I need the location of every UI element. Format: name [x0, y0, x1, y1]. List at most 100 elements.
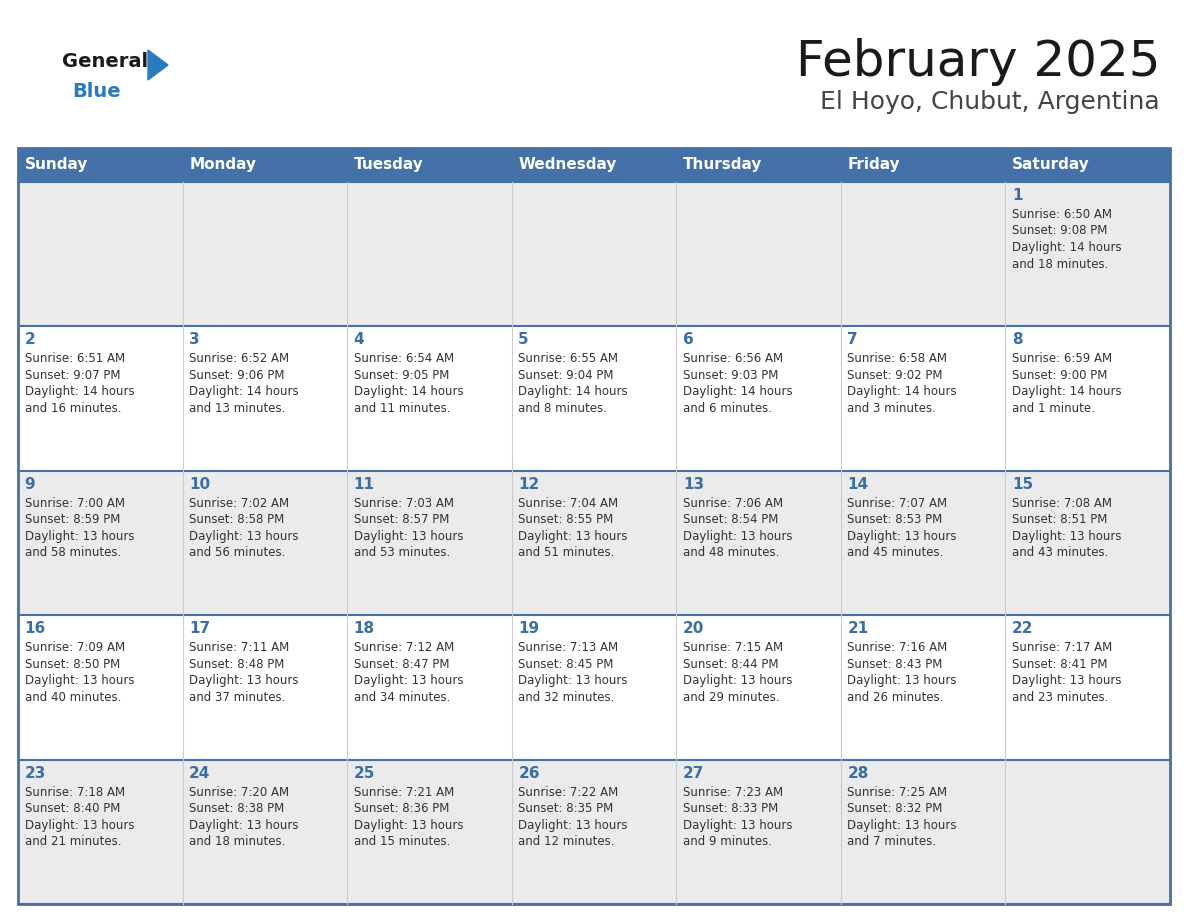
- Text: Daylight: 13 hours: Daylight: 13 hours: [847, 819, 958, 832]
- Text: 1: 1: [1012, 188, 1023, 203]
- Text: and 56 minutes.: and 56 minutes.: [189, 546, 285, 559]
- Text: Sunset: 8:33 PM: Sunset: 8:33 PM: [683, 802, 778, 815]
- Text: Sunset: 8:58 PM: Sunset: 8:58 PM: [189, 513, 284, 526]
- Text: Sunset: 8:53 PM: Sunset: 8:53 PM: [847, 513, 943, 526]
- Text: Sunrise: 7:22 AM: Sunrise: 7:22 AM: [518, 786, 619, 799]
- Bar: [18, 327, 1170, 471]
- Text: Daylight: 13 hours: Daylight: 13 hours: [354, 674, 463, 688]
- Text: and 13 minutes.: and 13 minutes.: [189, 402, 285, 415]
- Text: and 26 minutes.: and 26 minutes.: [847, 690, 944, 704]
- Text: Daylight: 14 hours: Daylight: 14 hours: [1012, 386, 1121, 398]
- Text: 8: 8: [1012, 332, 1023, 347]
- Text: Sunset: 9:00 PM: Sunset: 9:00 PM: [1012, 369, 1107, 382]
- Text: Daylight: 14 hours: Daylight: 14 hours: [25, 386, 134, 398]
- Text: and 18 minutes.: and 18 minutes.: [1012, 258, 1108, 271]
- Text: 15: 15: [1012, 476, 1034, 492]
- Bar: [18, 182, 1170, 327]
- Text: and 21 minutes.: and 21 minutes.: [25, 835, 121, 848]
- Text: 4: 4: [354, 332, 365, 347]
- Text: Sunset: 8:38 PM: Sunset: 8:38 PM: [189, 802, 284, 815]
- Text: 2: 2: [25, 332, 36, 347]
- Polygon shape: [148, 50, 168, 80]
- Text: Daylight: 13 hours: Daylight: 13 hours: [518, 530, 627, 543]
- Text: Daylight: 13 hours: Daylight: 13 hours: [683, 530, 792, 543]
- Text: and 12 minutes.: and 12 minutes.: [518, 835, 615, 848]
- Text: and 1 minute.: and 1 minute.: [1012, 402, 1095, 415]
- Text: General: General: [62, 52, 148, 71]
- Text: Daylight: 14 hours: Daylight: 14 hours: [1012, 241, 1121, 254]
- Text: 3: 3: [189, 332, 200, 347]
- Text: Sunset: 9:07 PM: Sunset: 9:07 PM: [25, 369, 120, 382]
- Text: and 9 minutes.: and 9 minutes.: [683, 835, 772, 848]
- Text: 14: 14: [847, 476, 868, 492]
- Text: Sunset: 8:47 PM: Sunset: 8:47 PM: [354, 657, 449, 671]
- Text: Sunset: 9:02 PM: Sunset: 9:02 PM: [847, 369, 943, 382]
- Text: Sunset: 8:32 PM: Sunset: 8:32 PM: [847, 802, 943, 815]
- Text: 19: 19: [518, 621, 539, 636]
- Bar: [18, 615, 1170, 759]
- Text: Sunday: Sunday: [25, 158, 88, 173]
- Text: Sunrise: 7:04 AM: Sunrise: 7:04 AM: [518, 497, 619, 509]
- Text: 27: 27: [683, 766, 704, 780]
- Text: and 16 minutes.: and 16 minutes.: [25, 402, 121, 415]
- Text: Sunrise: 7:18 AM: Sunrise: 7:18 AM: [25, 786, 125, 799]
- Text: Daylight: 13 hours: Daylight: 13 hours: [1012, 674, 1121, 688]
- Text: and 58 minutes.: and 58 minutes.: [25, 546, 121, 559]
- Text: Thursday: Thursday: [683, 158, 763, 173]
- Text: Daylight: 14 hours: Daylight: 14 hours: [354, 386, 463, 398]
- Text: Sunset: 8:40 PM: Sunset: 8:40 PM: [25, 802, 120, 815]
- Text: Sunrise: 7:25 AM: Sunrise: 7:25 AM: [847, 786, 948, 799]
- Text: 24: 24: [189, 766, 210, 780]
- Text: Sunset: 8:51 PM: Sunset: 8:51 PM: [1012, 513, 1107, 526]
- Text: 9: 9: [25, 476, 36, 492]
- Text: Sunrise: 7:17 AM: Sunrise: 7:17 AM: [1012, 641, 1112, 655]
- Text: and 32 minutes.: and 32 minutes.: [518, 690, 614, 704]
- Text: 25: 25: [354, 766, 375, 780]
- Text: and 8 minutes.: and 8 minutes.: [518, 402, 607, 415]
- Text: 28: 28: [847, 766, 868, 780]
- Text: Daylight: 13 hours: Daylight: 13 hours: [354, 819, 463, 832]
- Text: 17: 17: [189, 621, 210, 636]
- Text: and 45 minutes.: and 45 minutes.: [847, 546, 943, 559]
- Text: Daylight: 14 hours: Daylight: 14 hours: [847, 386, 958, 398]
- Text: 18: 18: [354, 621, 375, 636]
- Text: Sunset: 8:48 PM: Sunset: 8:48 PM: [189, 657, 285, 671]
- Text: and 48 minutes.: and 48 minutes.: [683, 546, 779, 559]
- Text: Sunrise: 6:54 AM: Sunrise: 6:54 AM: [354, 353, 454, 365]
- Text: Daylight: 14 hours: Daylight: 14 hours: [189, 386, 298, 398]
- Text: Daylight: 13 hours: Daylight: 13 hours: [1012, 530, 1121, 543]
- Text: Daylight: 13 hours: Daylight: 13 hours: [518, 819, 627, 832]
- Text: Sunrise: 7:06 AM: Sunrise: 7:06 AM: [683, 497, 783, 509]
- Text: Daylight: 13 hours: Daylight: 13 hours: [25, 819, 134, 832]
- Text: Sunrise: 7:02 AM: Sunrise: 7:02 AM: [189, 497, 290, 509]
- Text: and 15 minutes.: and 15 minutes.: [354, 835, 450, 848]
- Text: Daylight: 13 hours: Daylight: 13 hours: [847, 530, 958, 543]
- Text: Sunrise: 6:56 AM: Sunrise: 6:56 AM: [683, 353, 783, 365]
- Text: Blue: Blue: [72, 82, 121, 101]
- Text: Daylight: 13 hours: Daylight: 13 hours: [25, 530, 134, 543]
- Text: Sunset: 8:59 PM: Sunset: 8:59 PM: [25, 513, 120, 526]
- Text: Sunset: 9:08 PM: Sunset: 9:08 PM: [1012, 225, 1107, 238]
- Text: 21: 21: [847, 621, 868, 636]
- Text: Sunset: 8:57 PM: Sunset: 8:57 PM: [354, 513, 449, 526]
- Text: Monday: Monday: [189, 158, 257, 173]
- Text: and 40 minutes.: and 40 minutes.: [25, 690, 121, 704]
- Text: Daylight: 14 hours: Daylight: 14 hours: [518, 386, 628, 398]
- Text: and 11 minutes.: and 11 minutes.: [354, 402, 450, 415]
- Text: Sunrise: 7:13 AM: Sunrise: 7:13 AM: [518, 641, 619, 655]
- Text: Sunrise: 7:08 AM: Sunrise: 7:08 AM: [1012, 497, 1112, 509]
- Text: and 29 minutes.: and 29 minutes.: [683, 690, 779, 704]
- Text: and 7 minutes.: and 7 minutes.: [847, 835, 936, 848]
- Text: Sunset: 8:45 PM: Sunset: 8:45 PM: [518, 657, 614, 671]
- Text: Sunset: 9:06 PM: Sunset: 9:06 PM: [189, 369, 285, 382]
- Text: and 53 minutes.: and 53 minutes.: [354, 546, 450, 559]
- Text: and 43 minutes.: and 43 minutes.: [1012, 546, 1108, 559]
- Text: Daylight: 13 hours: Daylight: 13 hours: [847, 674, 958, 688]
- Text: Daylight: 13 hours: Daylight: 13 hours: [683, 819, 792, 832]
- Text: and 37 minutes.: and 37 minutes.: [189, 690, 285, 704]
- Text: 23: 23: [25, 766, 46, 780]
- Text: Sunset: 8:54 PM: Sunset: 8:54 PM: [683, 513, 778, 526]
- Text: Daylight: 13 hours: Daylight: 13 hours: [189, 530, 298, 543]
- Bar: [18, 471, 1170, 615]
- Text: Wednesday: Wednesday: [518, 158, 617, 173]
